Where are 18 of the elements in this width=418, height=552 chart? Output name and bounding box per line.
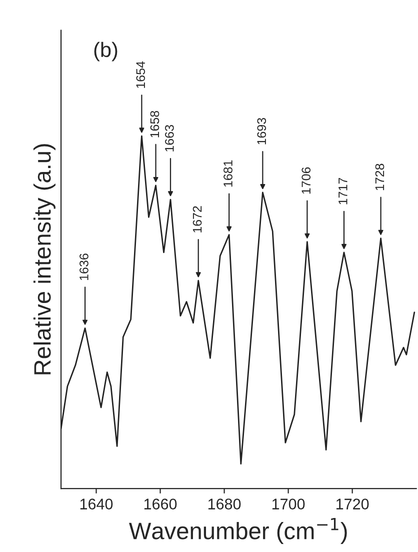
- annotation: 1706: [302, 167, 311, 194]
- x-tick-label: 1720: [336, 498, 369, 510]
- x-tick-label: 1660: [144, 498, 177, 510]
- annotation: 1728: [375, 164, 384, 190]
- annotation: 1636: [80, 254, 88, 280]
- annotation: 1681: [224, 160, 232, 187]
- y-axis-title: Relative intensity (a.u): [33, 144, 56, 374]
- annotation: 1658: [150, 110, 160, 138]
- annotation: 1717: [338, 178, 348, 204]
- annotation: 1672: [192, 206, 202, 232]
- annotation: 1663: [165, 125, 174, 152]
- chart-title: (b): [94, 42, 118, 62]
- x-tick-label: 1680: [208, 498, 241, 510]
- x-axis-title: Wavenumber (cm$^{−1}$): [128, 518, 347, 544]
- annotation: 1693: [257, 118, 266, 144]
- annotation: 1654: [136, 61, 146, 88]
- x-tick-label: 1640: [80, 498, 113, 510]
- x-tick-label: 1700: [272, 498, 305, 510]
